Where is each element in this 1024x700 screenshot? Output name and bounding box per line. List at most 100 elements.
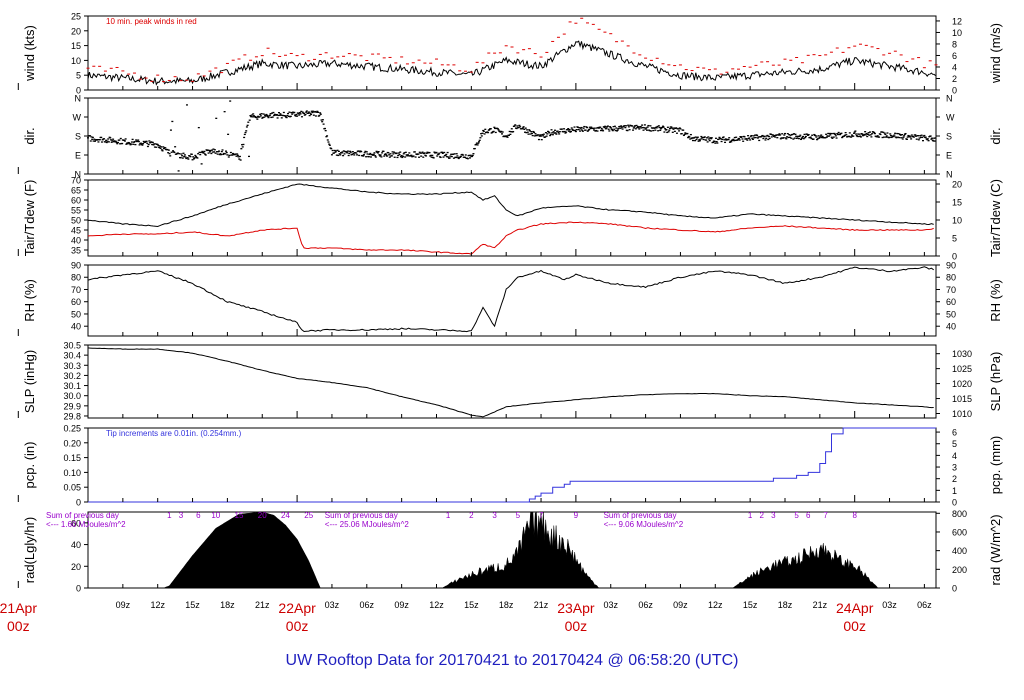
y-axis-title: Tair/Tdew (F)	[22, 180, 37, 257]
y-tick-label: 60	[71, 518, 81, 528]
y-axis-title: SLP (inHg)	[22, 350, 37, 413]
time-tick-label: 18z	[778, 600, 793, 610]
panel-frame	[87, 427, 937, 503]
right-y-tick-label: 600	[952, 527, 967, 537]
right-y-tick-label: 2	[952, 74, 957, 84]
day-sum-value: <--- 1.60 MJoules/m^2	[46, 520, 126, 529]
y-tick-label: 60	[71, 297, 81, 307]
date-label: 24Apr	[836, 600, 874, 616]
y-tick-label: 0	[76, 584, 81, 594]
y-axis-title: wind (kts)	[22, 25, 37, 82]
right-y-tick-label: 15	[952, 197, 962, 207]
time-tick-label: 03z	[325, 600, 340, 610]
right-y-tick-label: 4	[952, 62, 957, 72]
time-tick-label: 15z	[464, 600, 479, 610]
date-z-label: 00z	[843, 618, 866, 634]
panel-frame	[87, 15, 937, 91]
y-tick-label: 45	[71, 226, 81, 236]
right-y-axis-title: wind (m/s)	[988, 23, 1003, 84]
series-wind-speed	[87, 40, 936, 86]
y-tick-label: 0.05	[63, 483, 81, 493]
right-y-tick-label: 1030	[952, 349, 972, 359]
panel-slp: 29.829.930.030.130.230.330.430.5 1010 1015…	[22, 341, 1003, 422]
y-tick-label: 70	[71, 285, 81, 295]
right-y-tick-label: 1025	[952, 364, 972, 374]
y-tick-label: 35	[71, 246, 81, 256]
radiation-hour-label: 15	[235, 511, 244, 520]
right-y-axis-title: rad (W/m^2)	[988, 514, 1003, 585]
right-y-tick-label: 4	[952, 451, 957, 461]
right-y-tick-label: 0	[952, 252, 957, 262]
y-tick-label: 65	[71, 186, 81, 196]
day-sum-value: <--- 9.06 MJoules/m^2	[604, 520, 684, 529]
time-tick-label: 21z	[255, 600, 270, 610]
y-tick-label: E	[75, 151, 81, 161]
y-tick-label: 20	[71, 562, 81, 572]
series-tair	[88, 183, 934, 228]
right-y-tick-label: 60	[946, 297, 956, 307]
time-tick-label: 09z	[116, 600, 131, 610]
radiation-hour-label: 10	[211, 511, 220, 520]
time-tick-label: 18z	[499, 600, 514, 610]
date-z-label: 00z	[7, 618, 30, 634]
date-z-label: 00z	[286, 618, 309, 634]
radiation-hour-label: 25	[304, 511, 313, 520]
right-y-tick-label: 10	[952, 215, 962, 225]
right-y-tick-label: 0	[952, 498, 957, 508]
y-tick-label: 40	[71, 322, 81, 332]
radiation-hour-label: 1	[167, 511, 172, 520]
time-tick-label: 15z	[185, 600, 200, 610]
y-tick-label: 5	[76, 71, 81, 81]
right-y-axis-title: Tair/Tdew (C)	[988, 179, 1003, 257]
panel-frame	[87, 264, 937, 337]
right-y-tick-label: 1020	[952, 379, 972, 389]
right-y-tick-label: 400	[952, 546, 967, 556]
right-y-tick-label: S	[946, 132, 952, 142]
y-axis-title: pcp. (in)	[22, 442, 37, 489]
time-tick-label: 21z	[534, 600, 549, 610]
y-tick-label: 0.20	[63, 438, 81, 448]
y-tick-label: 0.25	[63, 424, 81, 434]
radiation-hour-label: 20	[258, 511, 267, 520]
right-y-tick-label: 70	[946, 285, 956, 295]
radiation-hour-label: 3	[771, 511, 776, 520]
day-sum-note: Sum of previous day	[325, 511, 398, 520]
y-tick-label: 30.0	[63, 391, 81, 401]
right-y-tick-label: 20	[952, 179, 962, 189]
day-sum-value: <--- 25.06 MJoules/m^2	[325, 520, 410, 529]
right-y-tick-label: 10	[952, 28, 962, 38]
y-tick-label: 50	[71, 216, 81, 226]
y-tick-label: 30.3	[63, 361, 81, 371]
right-y-tick-label: 40	[946, 322, 956, 332]
time-tick-label: 03z	[882, 600, 897, 610]
right-y-tick-label: N	[946, 170, 953, 180]
right-y-tick-label: 800	[952, 509, 967, 519]
right-y-tick-label: 1015	[952, 394, 972, 404]
time-tick-label: 18z	[220, 600, 235, 610]
right-y-tick-label: E	[946, 151, 952, 161]
y-tick-label: W	[73, 113, 82, 123]
radiation-hour-label: 1	[748, 511, 753, 520]
y-tick-label: S	[75, 132, 81, 142]
time-tick-label: 09z	[394, 600, 409, 610]
y-tick-label: 40	[71, 236, 81, 246]
y-tick-label: 30.4	[63, 351, 81, 361]
date-label: 23Apr	[557, 600, 595, 616]
y-tick-label: 0	[76, 498, 81, 508]
y-tick-label: 29.8	[63, 411, 81, 421]
radiation-hour-label: 6	[806, 511, 811, 520]
y-tick-label: 0	[76, 86, 81, 96]
y-tick-label: 90	[71, 261, 81, 271]
time-tick-label: 06z	[638, 600, 653, 610]
series-solar-radiation	[88, 511, 936, 589]
series-precip	[88, 427, 936, 503]
y-tick-label: 40	[71, 540, 81, 550]
y-tick-label: 0.15	[63, 453, 81, 463]
time-tick-label: 12z	[429, 600, 444, 610]
y-tick-label: 0.10	[63, 468, 81, 478]
